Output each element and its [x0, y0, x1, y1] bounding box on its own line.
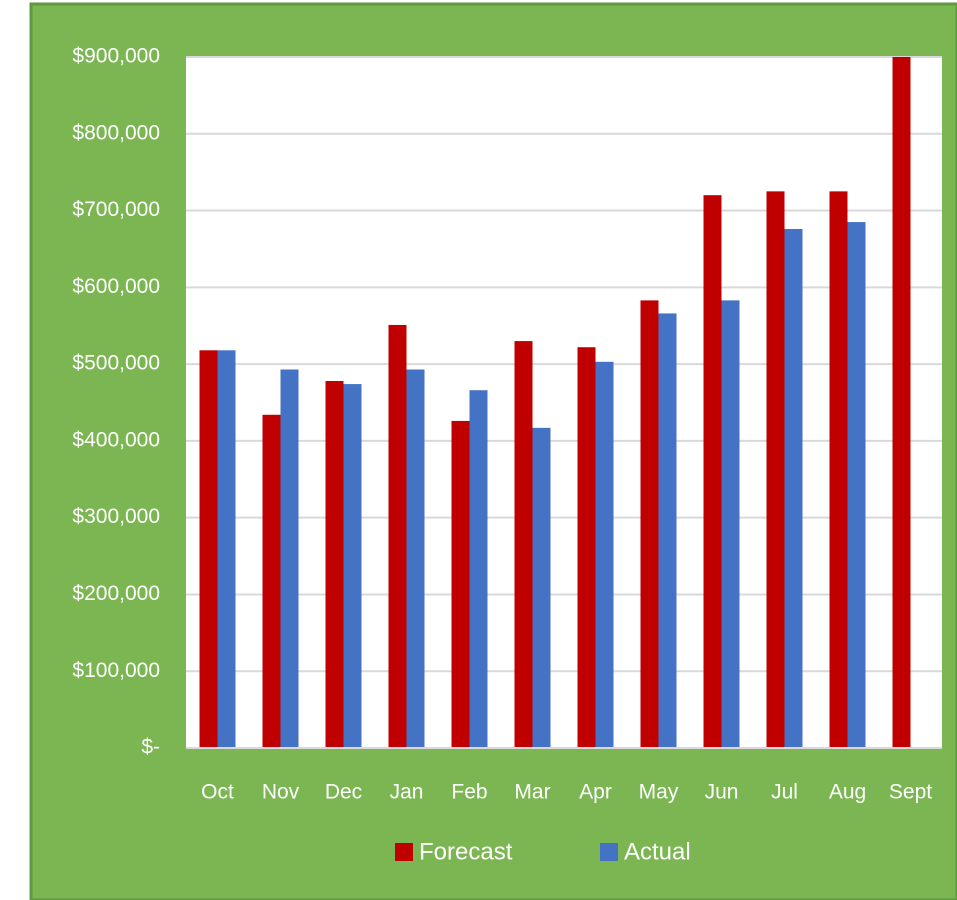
bar	[199, 350, 218, 748]
bar	[217, 350, 236, 748]
bar	[577, 347, 596, 748]
bar	[721, 300, 740, 748]
bar	[595, 361, 614, 748]
legend-swatch	[395, 843, 413, 861]
bar	[388, 324, 407, 748]
x-tick-label: Jun	[705, 781, 739, 804]
bar	[640, 300, 659, 748]
bar	[469, 390, 488, 748]
bar	[829, 191, 848, 749]
y-tick-label: $-	[141, 736, 160, 759]
y-tick-label: $400,000	[72, 428, 160, 451]
bar	[262, 414, 281, 748]
y-tick-label: $200,000	[72, 582, 160, 605]
x-tick-label: May	[639, 781, 679, 804]
bar	[406, 369, 425, 748]
x-tick-label: Mar	[514, 781, 550, 804]
legend-label: Forecast	[419, 838, 513, 865]
bar	[514, 341, 533, 748]
bar	[532, 427, 551, 748]
bar	[658, 313, 677, 748]
y-tick-label: $300,000	[72, 505, 160, 528]
bar	[847, 222, 866, 749]
bar	[280, 369, 299, 748]
bar	[451, 420, 470, 748]
y-tick-label: $900,000	[72, 45, 160, 68]
x-tick-label: Nov	[262, 781, 300, 804]
plot-area	[186, 57, 942, 748]
y-tick-label: $600,000	[72, 275, 160, 298]
y-tick-label: $800,000	[72, 121, 160, 144]
y-tick-label: $500,000	[72, 352, 160, 375]
x-tick-label: Dec	[325, 781, 362, 804]
bar	[703, 195, 722, 748]
legend-swatch	[600, 843, 618, 861]
y-tick-label: $700,000	[72, 198, 160, 221]
bar	[784, 228, 803, 748]
bar	[892, 57, 911, 748]
y-tick-label: $100,000	[72, 659, 160, 682]
x-tick-label: Sept	[889, 781, 932, 804]
bar	[325, 381, 344, 748]
x-tick-label: Jul	[771, 781, 798, 804]
x-tick-label: Apr	[579, 781, 612, 804]
legend-label: Actual	[624, 838, 691, 865]
x-tick-label: Aug	[829, 781, 866, 804]
x-tick-label: Feb	[451, 781, 487, 804]
bar	[343, 384, 362, 748]
x-tick-label: Jan	[390, 781, 424, 804]
bar	[766, 191, 785, 749]
x-tick-label: Oct	[201, 781, 234, 804]
